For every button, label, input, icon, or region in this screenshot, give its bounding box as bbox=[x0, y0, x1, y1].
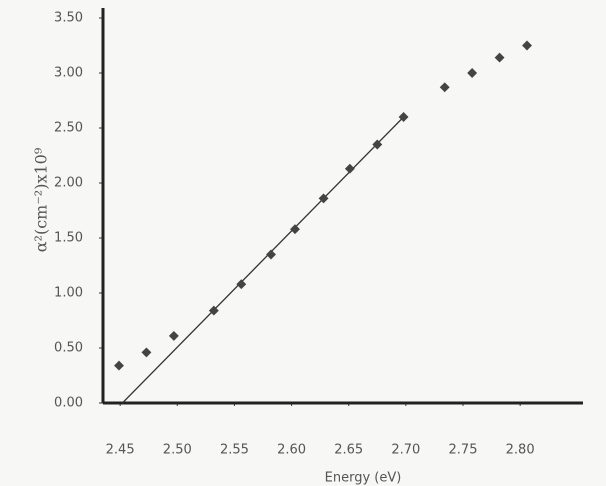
x-tick-label: 2.50 bbox=[163, 443, 192, 458]
y-tick-label: 3.50 bbox=[54, 11, 83, 26]
data-point bbox=[522, 40, 532, 51]
data-point bbox=[208, 305, 219, 316]
data-point bbox=[467, 68, 478, 78]
x-tick-label: 2.70 bbox=[391, 443, 420, 458]
x-axis-label: Energy (eV) bbox=[325, 471, 402, 486]
fit-line bbox=[121, 116, 405, 404]
y-tick-label: 1.50 bbox=[54, 231, 83, 246]
data-point bbox=[372, 139, 383, 150]
y-tick-label: 0.50 bbox=[54, 341, 83, 356]
y-tick-label: 3.00 bbox=[54, 66, 83, 81]
data-point bbox=[114, 360, 124, 371]
x-tick-label: 2.60 bbox=[277, 443, 306, 458]
y-tick-label: 0.00 bbox=[54, 396, 83, 411]
y-tick-label: 2.50 bbox=[54, 121, 83, 136]
data-point bbox=[318, 193, 329, 204]
data-point bbox=[494, 52, 505, 63]
y-tick-label: 1.00 bbox=[54, 286, 83, 301]
data-point bbox=[439, 82, 450, 93]
x-tick-label: 2.65 bbox=[334, 443, 363, 458]
x-tick-label: 2.80 bbox=[506, 443, 535, 458]
y-tick-label: 2.00 bbox=[54, 176, 83, 191]
data-point bbox=[344, 163, 355, 174]
y-axis-label: α²(cm⁻²)x10⁹ bbox=[32, 147, 51, 252]
data-point bbox=[266, 249, 276, 260]
data-point bbox=[290, 224, 300, 235]
data-point bbox=[168, 330, 179, 341]
data-point bbox=[236, 279, 247, 290]
x-tick-label: 2.75 bbox=[449, 443, 478, 458]
data-point bbox=[141, 347, 152, 358]
x-tick-label: 2.45 bbox=[106, 443, 135, 458]
x-tick-label: 2.55 bbox=[220, 443, 249, 458]
